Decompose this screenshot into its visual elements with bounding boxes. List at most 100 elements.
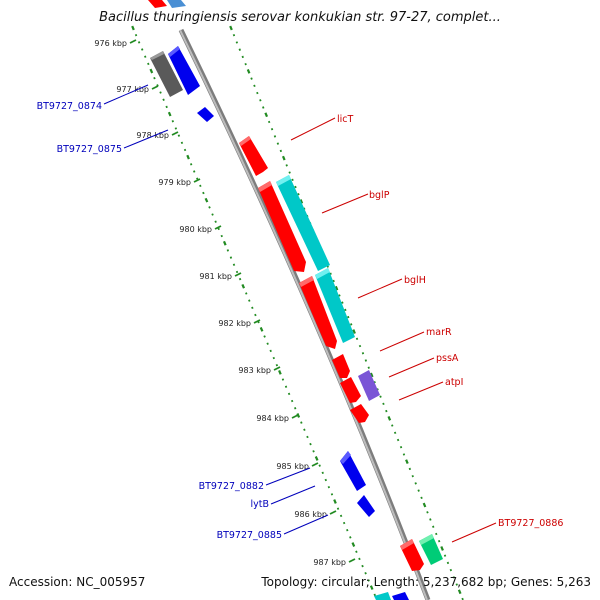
ruler-dot <box>358 557 361 561</box>
gene-bottom-teal-partial[interactable] <box>374 592 391 600</box>
gene-pssA-red[interactable] <box>340 377 361 403</box>
gene-bottom-blue-partial[interactable] <box>392 592 409 600</box>
feature-track <box>133 28 463 600</box>
ruler-dot <box>327 485 331 489</box>
label-bt9727-0875[interactable]: BT9727_0875 <box>57 144 122 155</box>
ruler-dot <box>321 471 324 475</box>
tick-mark <box>151 85 159 90</box>
tick-mark <box>273 366 281 371</box>
ruler-dot <box>355 550 358 553</box>
ruler-dot <box>294 185 297 189</box>
label-bt9727-0886[interactable]: BT9727_0886 <box>498 518 563 529</box>
ruler-dot <box>420 496 423 500</box>
ruler-dot <box>263 335 266 338</box>
label-bt9727-0882[interactable]: BT9727_0882 <box>199 481 264 492</box>
ruler-dot <box>449 568 453 572</box>
ruler-major-tick <box>333 499 337 504</box>
gene-bt9727-0874-blue[interactable] <box>168 46 200 95</box>
gene-bt9727-0886-red[interactable] <box>400 539 424 571</box>
label-bt9727-0885[interactable]: BT9727_0885 <box>217 530 282 541</box>
gene-bglH-red[interactable] <box>299 276 337 349</box>
ruler-dot <box>309 442 312 446</box>
label-bglH[interactable]: bglH <box>404 275 426 286</box>
gene-bglP-red[interactable] <box>258 181 306 272</box>
ruler-major-tick <box>186 154 190 160</box>
tick-label: 976 kbp <box>94 39 127 48</box>
label-pssA[interactable]: pssA <box>436 353 459 364</box>
ruler-dot <box>293 407 297 410</box>
ruler-dot <box>349 536 352 539</box>
ruler-dot <box>174 127 178 130</box>
ruler-dot <box>134 33 138 37</box>
tick-mark <box>193 178 201 183</box>
gene-bglP-teal[interactable] <box>276 175 330 271</box>
ruler-dot <box>379 395 382 398</box>
ruler-major-tick <box>167 111 172 117</box>
gene-bt9727-0886-green[interactable] <box>419 534 443 565</box>
label-lytB[interactable]: lytB <box>250 499 269 510</box>
ruler-major-tick <box>149 68 154 74</box>
gene-marR[interactable] <box>332 354 350 378</box>
gene-labels: licT bglP bglH marR pssA atpI BT9727_088… <box>37 101 564 541</box>
ruler-dot <box>446 561 450 565</box>
gene-pssA-purple[interactable] <box>358 370 380 401</box>
ruler-dot <box>408 467 412 471</box>
ruler-dot <box>281 378 285 381</box>
ruler-dot <box>336 507 340 510</box>
ruler-dot <box>324 478 328 482</box>
ruler-dot <box>137 41 141 44</box>
ruler-major-tick <box>259 326 264 332</box>
label-bt9727-0874[interactable]: BT9727_0874 <box>37 101 102 112</box>
gene-bt9727-0874-gray[interactable] <box>150 51 183 97</box>
ruler-dot <box>232 263 236 266</box>
ruler-dot <box>432 525 435 528</box>
gene-lytB[interactable] <box>357 495 375 517</box>
ruler-dot <box>396 438 400 442</box>
ruler-major-tick <box>351 542 356 547</box>
tick-label: 984 kbp <box>256 414 289 423</box>
tick-label: 981 kbp <box>199 272 232 281</box>
gene-top-red-partial[interactable] <box>148 0 167 8</box>
ruler-dot <box>291 178 294 182</box>
gene-bt9727-0875[interactable] <box>197 107 214 122</box>
ruler-dot <box>256 91 259 95</box>
ruler-dot <box>226 249 230 252</box>
ruler-dot <box>214 220 217 223</box>
genome-backbone-highlight <box>179 29 428 600</box>
gene-top-blue-partial[interactable] <box>167 0 186 8</box>
tick-mark <box>234 272 242 277</box>
ruler-dot <box>180 141 184 145</box>
ruler-dot <box>276 142 280 145</box>
label-licT[interactable]: licT <box>337 114 354 125</box>
ruler-major-tick <box>278 369 282 375</box>
gene-bt9727-0882[interactable] <box>340 451 366 491</box>
ruler-dot <box>272 356 276 360</box>
ruler-dot <box>435 532 438 536</box>
tick-mark <box>329 510 337 515</box>
ruler-dot <box>312 450 315 453</box>
ruler-dot <box>189 163 193 166</box>
label-bglP[interactable]: bglP <box>369 190 390 201</box>
ruler-dot <box>452 576 456 579</box>
ruler-dot <box>290 399 294 403</box>
gene-bglH-teal[interactable] <box>315 268 355 343</box>
ruler-major-tick <box>405 459 409 465</box>
ruler-dot <box>358 344 362 348</box>
ruler-dot <box>217 227 220 231</box>
gene-licT[interactable] <box>239 136 268 176</box>
tick-label: 980 kbp <box>179 225 212 234</box>
tick-label: 983 kbp <box>238 366 271 375</box>
ruler-dot <box>259 99 262 102</box>
topology-text: Topology: circular; Length: 5,237,682 bp… <box>260 575 591 589</box>
ruler-major-tick <box>229 25 233 31</box>
tick-labels: 976 kbp 977 kbp 978 kbp 979 kbp 980 kbp 981 k… <box>94 39 356 567</box>
ruler-dot <box>196 177 199 180</box>
ruler-dot <box>244 62 247 66</box>
label-marR[interactable]: marR <box>426 327 452 338</box>
tick-mark <box>291 414 299 419</box>
label-atpI[interactable]: atpI <box>445 377 463 388</box>
gene-atpI[interactable] <box>350 404 369 423</box>
ruler-dot <box>402 453 406 456</box>
ruler-dot <box>393 431 397 435</box>
ruler-dot <box>177 134 181 137</box>
